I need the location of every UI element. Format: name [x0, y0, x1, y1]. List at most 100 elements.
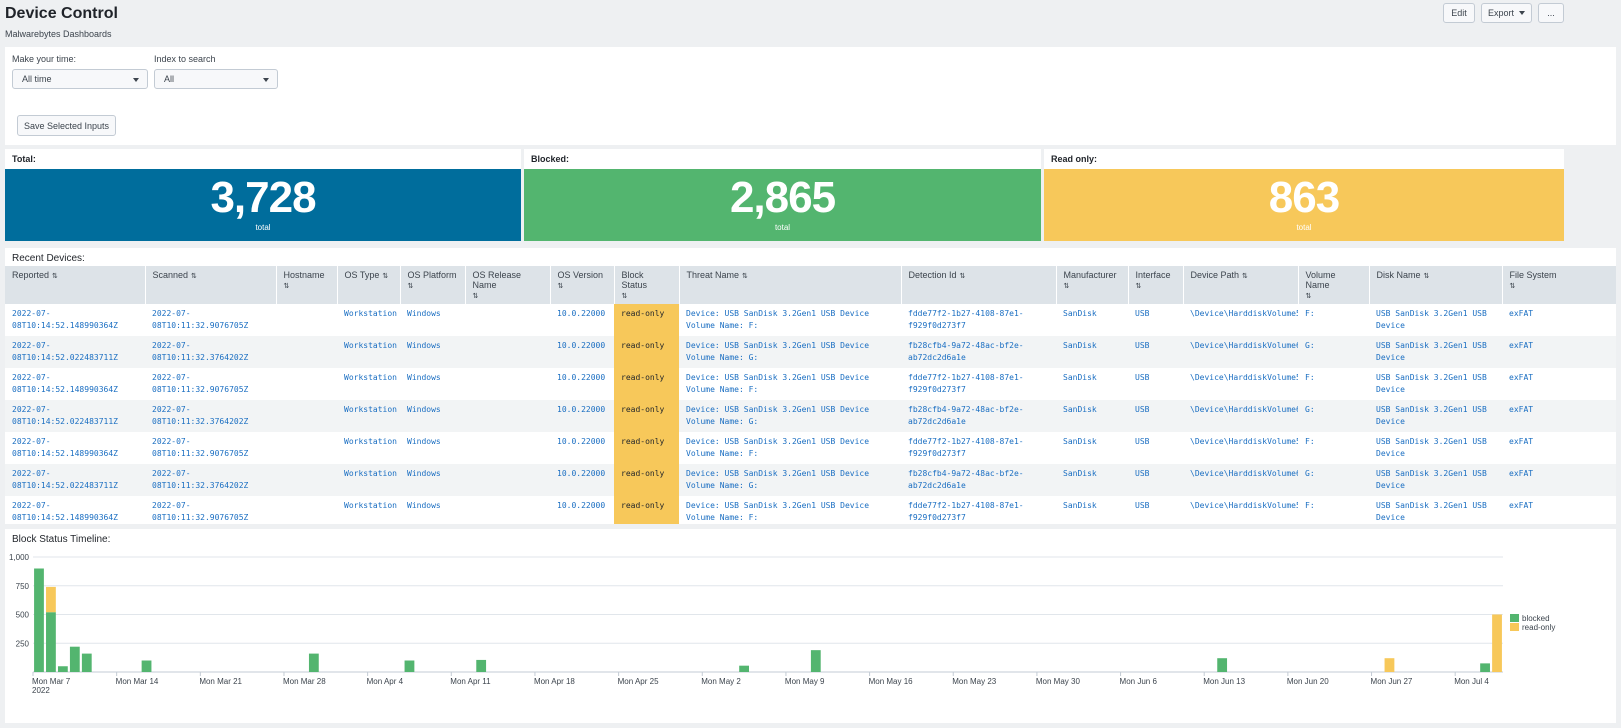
stat-value: 3,728 [210, 173, 316, 222]
cell-threat: Device: USB SanDisk 3.2Gen1 USB Device V… [679, 336, 901, 368]
cell-disk: USB SanDisk 3.2Gen1 USB Device [1369, 464, 1502, 496]
column-header[interactable]: Block Status ⇅ [614, 266, 680, 304]
column-header[interactable]: Reported ⇅ [5, 266, 146, 304]
cell-volume: G: [1298, 336, 1369, 368]
table-row[interactable]: 2022-07-08T10:14:52.148990364Z 2022-07-08… [5, 432, 1616, 464]
column-header[interactable]: OS Platform ⇅ [400, 266, 466, 304]
column-header[interactable]: OS Release Name ⇅ [465, 266, 551, 304]
table-row[interactable]: 2022-07-08T10:14:52.022483711Z 2022-07-08… [5, 336, 1616, 368]
cell-reported: 2022-07-08T10:14:52.148990364Z [12, 501, 118, 522]
cell-detection: fdde77f2-1b27-4108-87e1-f929f0d273f7 [908, 373, 1024, 394]
inputs-panel: Make your time: All time Index to search… [5, 47, 1616, 145]
column-header[interactable]: Device Path ⇅ [1183, 266, 1299, 304]
bar-blocked [1480, 663, 1490, 672]
index-select[interactable]: All [154, 69, 278, 89]
stat-box: 863 total [1044, 169, 1564, 241]
cell-threat: Device: USB SanDisk 3.2Gen1 USB Device V… [686, 373, 870, 394]
sort-icon: ⇅ [1242, 273, 1248, 280]
bar-blocked [404, 660, 415, 672]
bar-blocked [308, 653, 319, 672]
column-header-label: Reported [12, 270, 50, 280]
column-header[interactable]: OS Version ⇅ [550, 266, 615, 304]
cell-detection: fb28cfb4-9a72-48ac-bf2e-ab72dc2d6a1e [901, 400, 1056, 432]
cell-volume: F: [1305, 501, 1315, 510]
x-tick-label: Mon Apr 25 [618, 677, 659, 686]
table-row[interactable]: 2022-07-08T10:14:52.148990364Z 2022-07-08… [5, 304, 1616, 336]
cell-volume: F: [1305, 373, 1315, 382]
cell-hostname [276, 464, 337, 496]
cell-os-version: 10.0.22000 [550, 464, 614, 496]
sort-icon: ⇅ [191, 273, 197, 280]
cell-threat: Device: USB SanDisk 3.2Gen1 USB Device V… [679, 400, 901, 432]
table-row[interactable]: 2022-07-08T10:14:52.148990364Z 2022-07-08… [5, 368, 1616, 400]
column-header[interactable]: Threat Name ⇅ [679, 266, 902, 304]
column-header-label: OS Type [344, 270, 380, 280]
cell-os-version: 10.0.22000 [557, 373, 606, 382]
table-row[interactable]: 2022-07-08T10:14:52.148990364Z 2022-07-08… [5, 496, 1616, 524]
panel-title: Recent Devices: [12, 253, 85, 264]
bar-blocked [476, 659, 487, 672]
cell-os-type: Workstation [337, 336, 400, 368]
cell-threat: Device: USB SanDisk 3.2Gen1 USB Device V… [686, 437, 870, 458]
stat-value: 863 [1268, 173, 1340, 222]
x-tick-label: Mon Mar 7 [32, 677, 71, 686]
cell-threat: Device: USB SanDisk 3.2Gen1 USB Device V… [686, 309, 870, 330]
table-row[interactable]: 2022-07-08T10:14:52.022483711Z 2022-07-08… [5, 464, 1616, 496]
edit-button[interactable]: Edit [1443, 3, 1475, 23]
column-header[interactable]: Disk Name ⇅ [1369, 266, 1503, 304]
cell-scanned: 2022-07-08T10:11:32.9076705Z [152, 437, 249, 458]
bar-blocked [810, 650, 821, 672]
cell-block-status: read-only [614, 400, 679, 432]
cell-volume: G: [1298, 400, 1369, 432]
cell-volume: F: [1305, 309, 1315, 318]
export-button[interactable]: Export [1481, 3, 1532, 23]
page-title: Device Control [5, 5, 118, 22]
cell-reported: 2022-07-08T10:14:52.148990364Z [12, 437, 118, 458]
column-header[interactable]: Scanned ⇅ [144, 266, 277, 304]
cell-os-release [465, 496, 550, 524]
y-tick-label: 250 [16, 639, 30, 648]
cell-os-platform: Windows [400, 464, 465, 496]
cell-os-platform: Windows [400, 336, 465, 368]
column-header[interactable]: Manufacturer ⇅ [1056, 266, 1129, 304]
cell-threat: Device: USB SanDisk 3.2Gen1 USB Device V… [686, 501, 870, 522]
stat-label: Blocked: [531, 154, 570, 164]
time-select[interactable]: All time [12, 69, 148, 89]
column-header[interactable]: Interface ⇅ [1128, 266, 1184, 304]
column-header[interactable]: OS Type ⇅ [337, 266, 401, 304]
more-button[interactable]: ... [1538, 3, 1564, 23]
cell-volume: G: [1298, 464, 1369, 496]
cell-os-release [465, 432, 550, 464]
bar-read-only [1384, 658, 1395, 672]
table-row[interactable]: 2022-07-08T10:14:52.022483711Z 2022-07-08… [5, 400, 1616, 432]
cell-os-release [465, 304, 550, 336]
bar-blocked [739, 665, 749, 672]
cell-os-type: Workstation [337, 400, 400, 432]
stat-blocked: Blocked: 2,865 total [524, 149, 1041, 241]
column-header-label: Block Status [621, 270, 648, 290]
y-tick-label: 1,000 [9, 553, 30, 562]
stat-read-only: Read only: 863 total [1044, 149, 1564, 241]
cell-manufacturer: SanDisk [1063, 373, 1097, 382]
bar-read-only [1492, 614, 1502, 672]
column-header[interactable]: Detection Id ⇅ [901, 266, 1057, 304]
cell-reported: 2022-07-08T10:14:52.148990364Z [12, 309, 118, 330]
column-header[interactable]: Hostname ⇅ [276, 266, 338, 304]
bar-blocked [141, 660, 152, 672]
sort-icon: ⇅ [959, 273, 966, 280]
x-tick-label: Mon Apr 4 [367, 677, 404, 686]
cell-threat: Device: USB SanDisk 3.2Gen1 USB Device V… [679, 464, 901, 496]
sort-icon: ⇅ [621, 293, 628, 300]
cell-scanned: 2022-07-08T10:11:32.3764202Z [145, 464, 276, 496]
save-selected-inputs-button[interactable]: Save Selected Inputs [17, 115, 116, 136]
cell-fs: exFAT [1502, 336, 1616, 368]
column-header[interactable]: File System ⇅ [1502, 266, 1616, 304]
column-header-label: OS Version [557, 270, 604, 280]
y-tick-label: 500 [16, 611, 30, 620]
cell-disk: USB SanDisk 3.2Gen1 USB Device [1369, 400, 1502, 432]
cell-scanned: 2022-07-08T10:11:32.9076705Z [152, 309, 249, 330]
column-header[interactable]: Volume Name ⇅ [1298, 266, 1370, 304]
cell-os-release [465, 336, 550, 368]
cell-scanned: 2022-07-08T10:11:32.9076705Z [152, 373, 249, 394]
cell-device-path: \Device\HarddiskVolume6 [1183, 336, 1298, 368]
